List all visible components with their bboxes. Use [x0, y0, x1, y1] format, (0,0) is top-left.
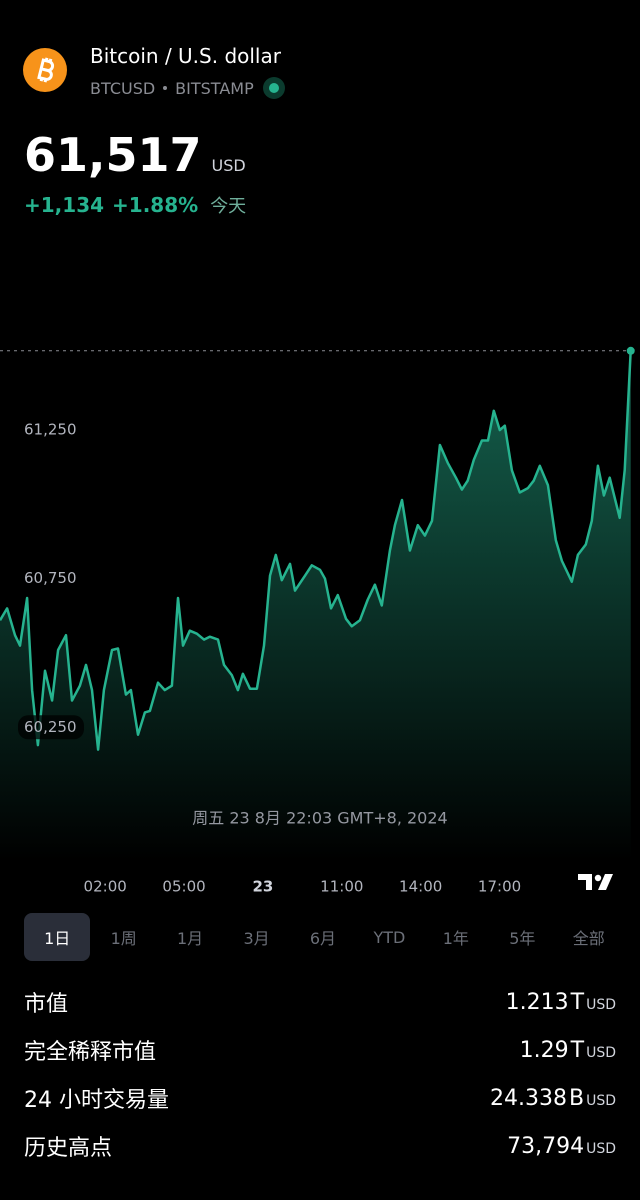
stat-number: 73,794: [507, 1133, 585, 1159]
price: 61,517: [24, 128, 202, 182]
stat-unit: USD: [586, 1092, 616, 1109]
y-tick-label: 60,750: [24, 569, 77, 587]
stat-unit: USD: [586, 1140, 616, 1157]
stat-row: 完全稀释市值 1.29 T USD: [24, 1026, 616, 1074]
crosshair-date: 周五 23 8月 22:03 GMT+8, 2024: [192, 809, 447, 828]
stat-unit: USD: [586, 1044, 616, 1061]
stat-number: 24.338: [490, 1085, 567, 1111]
stat-label: 24 小时交易量: [24, 1088, 169, 1113]
range-tab[interactable]: 全部: [572, 929, 605, 948]
stat-suffix: T: [570, 989, 585, 1015]
stat-label: 完全稀释市值: [24, 1040, 157, 1065]
change-row: +1,134 +1.88% 今天: [24, 192, 246, 218]
y-tick-label: 60,250: [24, 718, 77, 736]
x-tick-label: 17:00: [478, 878, 521, 896]
x-tick-label: 23: [252, 878, 273, 896]
stat-value: 24.338 B USD: [490, 1086, 616, 1111]
stats: 市值 1.213 T USD 完全稀释市值 1.29 T USD 24 小时交易量 24.338 B…: [24, 978, 616, 1170]
stat-number: 1.213: [505, 989, 569, 1015]
period: 今天: [210, 196, 247, 217]
stat-label: 市值: [24, 992, 69, 1017]
price-row: 61,517 USD: [24, 128, 246, 182]
bitcoin-symbol: [37, 57, 55, 83]
range-tab[interactable]: 1日: [24, 913, 91, 961]
symbol-line: BTCUSD BITSTAMP: [90, 76, 286, 100]
stat-value: 1.29 T USD: [520, 1038, 616, 1063]
currency: USD: [211, 156, 246, 175]
range-tab[interactable]: 6月: [309, 929, 337, 948]
x-tick-label: 14:00: [399, 878, 442, 896]
change-percent: +1.88%: [112, 193, 199, 217]
stat-row: 市值 1.213 T USD: [24, 978, 616, 1026]
stat-value: 1.213 T USD: [506, 990, 616, 1015]
separator: [163, 86, 168, 90]
market-status: [262, 77, 285, 99]
y-tick-mark: [18, 715, 84, 740]
area: [0, 350, 631, 861]
x-tick-label: 02:00: [84, 878, 127, 896]
symbol: BTCUSD: [90, 78, 156, 98]
y-tick-mark: [18, 418, 84, 443]
stat-number: 1.29: [519, 1037, 569, 1063]
range-tabs: 1日 1周 1月 3月 6月 YTD 1年 5年 全部: [24, 913, 622, 961]
stat-row: 历史高点 73,794 USD: [24, 1122, 616, 1170]
range-tab[interactable]: 5年: [509, 929, 536, 948]
title: Bitcoin / U.S. dollar: [90, 44, 281, 68]
range-tab[interactable]: 3月: [243, 929, 270, 948]
y-tick-mark: [18, 566, 84, 591]
range-tab[interactable]: 1月: [177, 929, 204, 948]
change: +1,134: [24, 193, 105, 217]
y-tick-label: 61,250: [24, 421, 77, 439]
stat-suffix: T: [570, 1037, 585, 1063]
stat-value: 73,794 USD: [507, 1134, 616, 1159]
stat-label: 历史高点: [24, 1136, 113, 1161]
stat-row: 24 小时交易量 24.338 B USD: [24, 1074, 616, 1122]
last-price-dot: [626, 346, 635, 355]
x-tick-label: 05:00: [162, 878, 205, 896]
range-tab[interactable]: 1年: [442, 929, 469, 948]
range-tab[interactable]: YTD: [373, 927, 406, 947]
stat-unit: USD: [586, 996, 616, 1013]
range-tab[interactable]: 1周: [110, 929, 137, 948]
stat-suffix: B: [568, 1085, 585, 1111]
x-tick-label: 11:00: [320, 878, 363, 896]
exchange: BITSTAMP: [175, 78, 254, 98]
price-line: [0, 350, 632, 751]
tradingview-logo: [578, 874, 613, 890]
